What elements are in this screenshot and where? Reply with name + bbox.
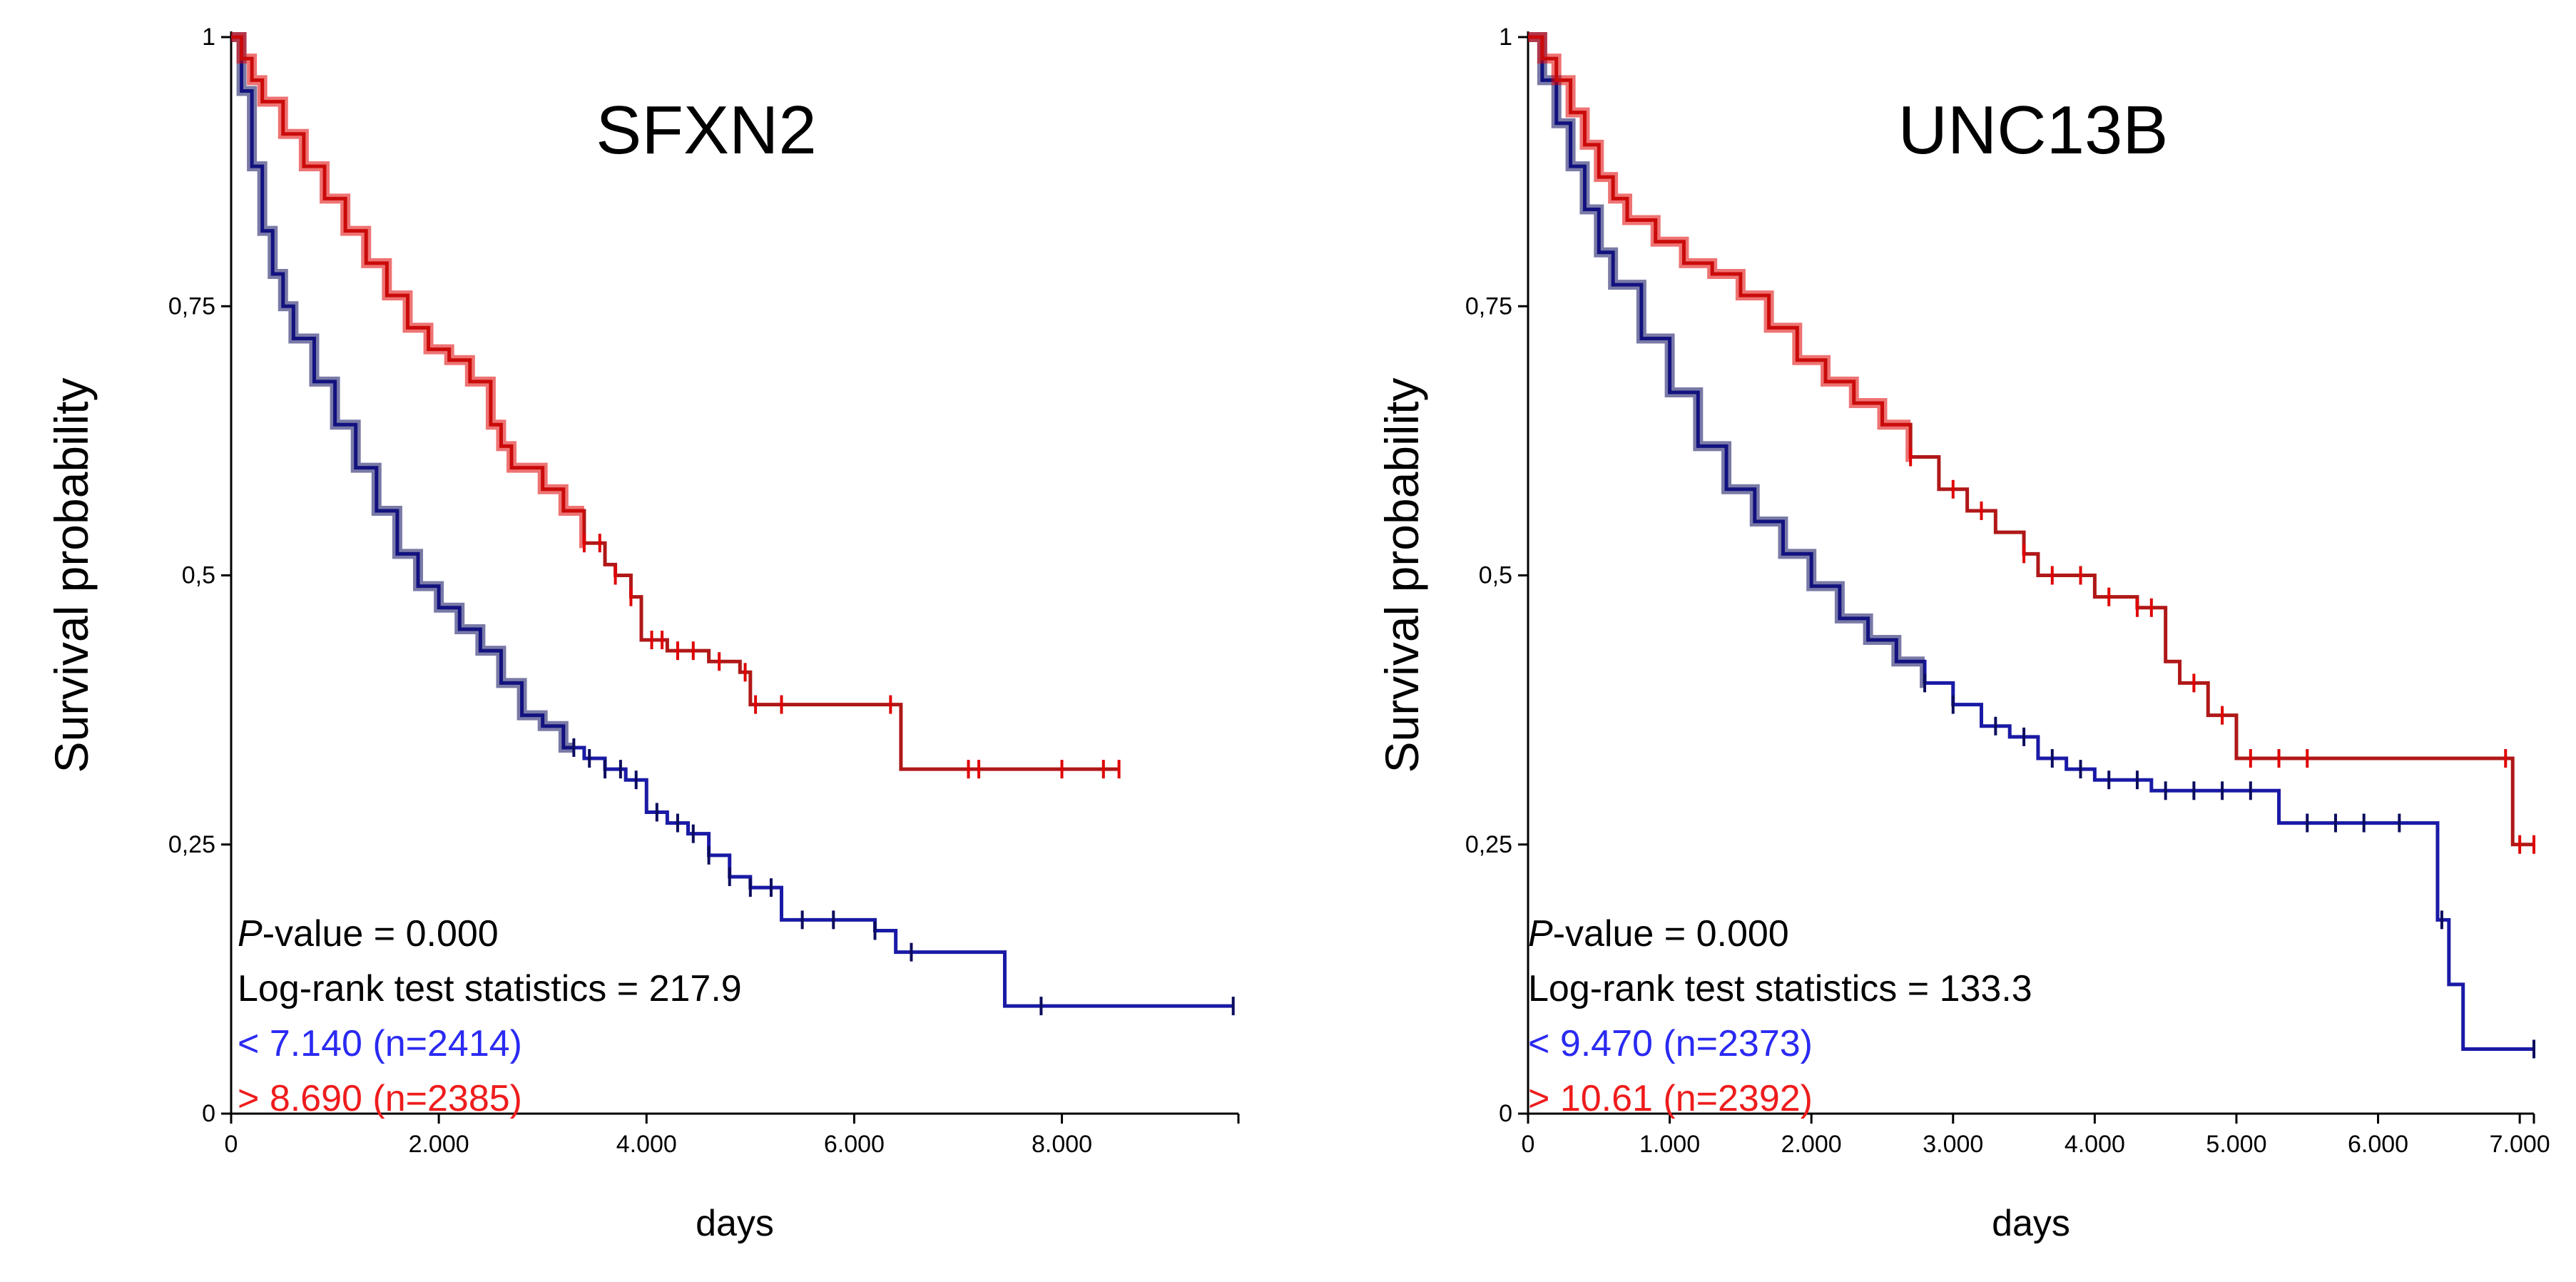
x-tick-label: 6.000	[824, 1131, 885, 1158]
y-tick-label: 0,25	[168, 831, 215, 858]
chart-title: SFXN2	[596, 92, 816, 168]
p-value-prefix: P	[238, 913, 263, 955]
p-value-text: P-value = 0.000	[238, 913, 499, 955]
x-tick-label: 4.000	[2065, 1131, 2125, 1158]
low-expression-legend: < 7.140 (n=2414)	[238, 1023, 522, 1064]
x-tick-label: 8.000	[1032, 1131, 1092, 1158]
p-value-prefix: P	[1528, 913, 1553, 955]
axes	[230, 31, 1238, 1115]
survival-step-line	[231, 35, 1233, 1008]
p-value-text: P-value = 0.000	[1528, 913, 1789, 955]
x-tick-label: 3.000	[1923, 1131, 1983, 1158]
x-tick-label: 2.000	[409, 1131, 469, 1158]
high-expression-legend: > 10.61 (n=2392)	[1528, 1078, 1813, 1119]
axes	[1527, 31, 2534, 1115]
logrank-text: Log-rank test statistics = 217.9	[238, 968, 742, 1009]
x-tick-label: 1.000	[1639, 1131, 1700, 1158]
y-tick-labels: 0 0,25 0,5 0,75 1	[1465, 24, 1528, 1127]
high-expression-legend: > 8.690 (n=2385)	[238, 1078, 522, 1119]
logrank-text: Log-rank test statistics = 133.3	[1528, 968, 2032, 1009]
x-tick-labels: 0 2.000 4.000 6.000 8.000	[225, 1114, 1240, 1158]
high-expression-series	[1528, 32, 2535, 854]
chart-title: UNC13B	[1898, 92, 2169, 168]
censor-density-band	[1528, 32, 1925, 688]
x-tick-label: 5.000	[2206, 1131, 2266, 1158]
high-expression-series	[231, 32, 1121, 779]
y-tick-labels: 0 0,25 0,5 0,75 1	[168, 24, 231, 1127]
y-axis-label: Survival probability	[45, 378, 98, 773]
x-axis-label: days	[696, 1203, 774, 1244]
low-expression-series	[1528, 32, 2535, 1059]
p-value-rest: -value = 0.000	[1553, 913, 1789, 955]
censor-density-band	[231, 32, 574, 753]
x-tick-label: 0	[225, 1131, 238, 1158]
x-tick-label: 6.000	[2348, 1131, 2408, 1158]
series-group	[231, 32, 1235, 1016]
x-axis-label: days	[1992, 1203, 2070, 1244]
y-tick-label: 0,5	[1479, 562, 1512, 589]
x-tick-labels: 0 1.000 2.000 3.000 4.000 5.000 6.000 7.000	[1522, 1114, 2550, 1158]
y-tick-label: 0	[202, 1100, 215, 1127]
unc13b-panel: UNC13B Survival probability days 0 0,25 0,…	[1375, 24, 2550, 1244]
stats-annotation: P-value = 0.000 Log-rank test statistics…	[1528, 913, 2032, 1119]
stats-annotation: P-value = 0.000 Log-rank test statistics…	[238, 913, 742, 1119]
x-tick-label: 7.000	[2490, 1131, 2550, 1158]
y-tick-label: 0	[1499, 1100, 1512, 1127]
censor-density-band	[231, 32, 584, 549]
y-tick-label: 0,75	[168, 292, 215, 320]
y-tick-label: 0,75	[1465, 292, 1512, 320]
survival-step-line	[1528, 35, 2534, 1051]
series-group	[1528, 32, 2535, 1059]
y-tick-label: 1	[202, 24, 215, 51]
y-tick-label: 0,5	[182, 562, 215, 589]
sfxn2-panel: SFXN2 Survival probability days 0 0,25 0,5…	[45, 24, 1240, 1244]
low-expression-series	[231, 32, 1235, 1016]
x-tick-label: 2.000	[1781, 1131, 1842, 1158]
x-tick-label: 4.000	[616, 1131, 677, 1158]
low-expression-legend: < 9.470 (n=2373)	[1528, 1023, 1813, 1064]
y-axis-label: Survival probability	[1375, 378, 1428, 773]
p-value-rest: -value = 0.000	[263, 913, 499, 955]
y-tick-label: 1	[1499, 24, 1512, 51]
x-tick-label: 0	[1522, 1131, 1535, 1158]
y-tick-label: 0,25	[1465, 831, 1512, 858]
censor-density-band	[1528, 32, 1911, 462]
